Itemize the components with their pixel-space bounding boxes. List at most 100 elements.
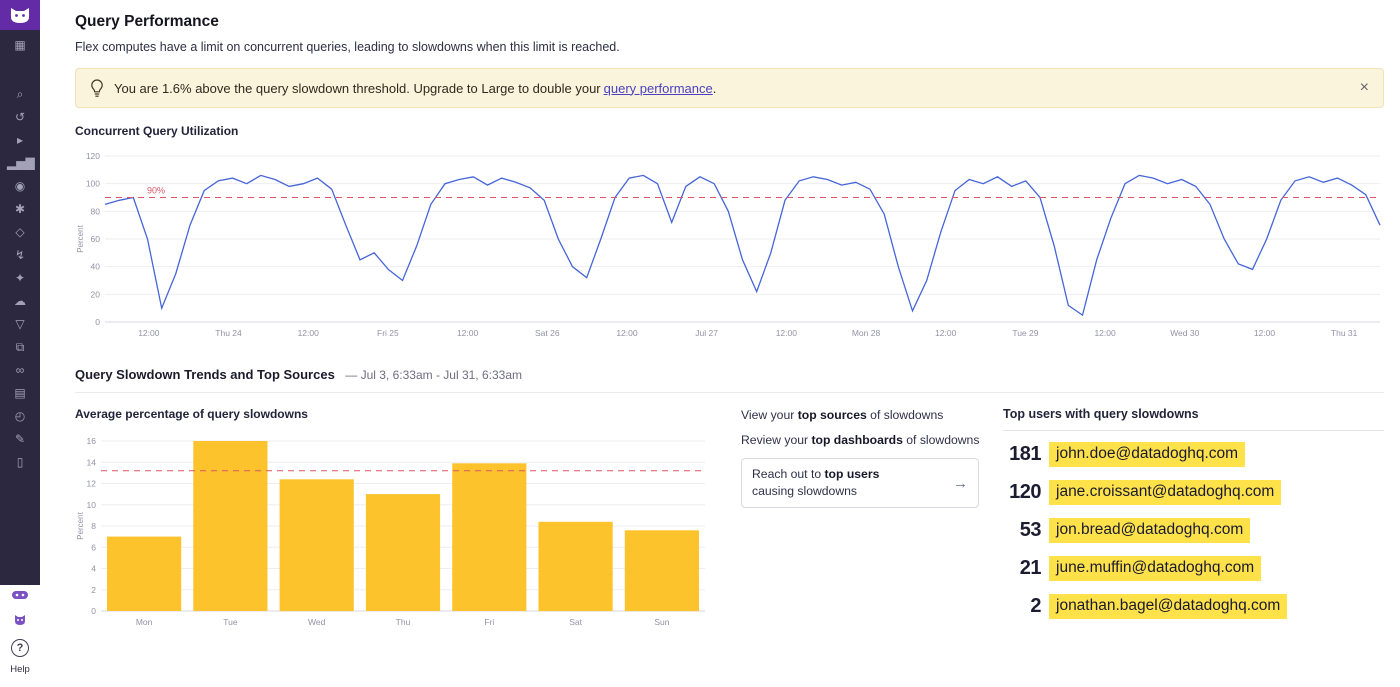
- svg-text:2: 2: [91, 585, 96, 595]
- sidebar-footer: ? Help: [0, 585, 40, 687]
- concurrent-utilization-chart[interactable]: 0 20 40 60 80 100 120 12:00 Thu 24 12:00 Fri 25 12:…: [75, 144, 1384, 342]
- svg-text:12:00: 12:00: [935, 328, 957, 338]
- page-title: Query Performance: [75, 13, 219, 30]
- trends-row: Average percentage of query slowdowns 0 2…: [75, 407, 1384, 631]
- datadog-logo[interactable]: [0, 0, 40, 30]
- slowdown-count: 181: [1009, 443, 1041, 465]
- user-email[interactable]: jon.bread@datadoghq.com: [1049, 518, 1251, 543]
- svg-text:14: 14: [87, 457, 97, 467]
- databases-icon[interactable]: ▤: [14, 386, 26, 400]
- top-users-panel: Top users with query slowdowns 181 john.…: [1003, 407, 1384, 631]
- help-label: Help: [10, 664, 30, 675]
- search-icon[interactable]: ⌕: [16, 87, 24, 101]
- reach-top-users-text: Reach out to top users causing slowdowns: [752, 466, 912, 500]
- metrics-icon[interactable]: ▂▅▇: [7, 156, 35, 170]
- slowdown-count: 120: [1009, 481, 1041, 503]
- svg-text:10: 10: [87, 500, 97, 510]
- svg-text:Thu: Thu: [396, 617, 411, 627]
- svg-text:Tue: Tue: [223, 617, 238, 627]
- bits-dog-icon[interactable]: [12, 613, 28, 632]
- user-email[interactable]: june.muffin@datadoghq.com: [1049, 556, 1262, 581]
- avg-slowdowns-title: Average percentage of query slowdowns: [75, 407, 308, 421]
- user-email[interactable]: jonathan.bagel@datadoghq.com: [1049, 594, 1288, 619]
- concurrent-utilization-title: Concurrent Query Utilization: [75, 124, 239, 138]
- svg-text:12:00: 12:00: [776, 328, 798, 338]
- monitors-icon[interactable]: ◴: [14, 409, 26, 423]
- banner-text: You are 1.6% above the query slowdown th…: [114, 81, 716, 96]
- rum-icon[interactable]: ▯: [16, 455, 24, 469]
- svg-text:16: 16: [87, 436, 97, 446]
- action-suffix: of slowdowns: [906, 433, 980, 447]
- svg-text:100: 100: [86, 179, 100, 189]
- svg-text:Fri: Fri: [484, 617, 494, 627]
- slowdown-count: 21: [1019, 557, 1042, 579]
- svg-text:40: 40: [91, 262, 101, 272]
- page-subtitle: Flex computes have a limit on concurrent…: [75, 40, 620, 54]
- svg-text:Tue 29: Tue 29: [1012, 328, 1038, 338]
- avg-slowdowns-panel: Average percentage of query slowdowns 0 2…: [75, 407, 715, 631]
- svg-text:Wed 30: Wed 30: [1170, 328, 1199, 338]
- trends-date-range: — Jul 3, 6:33am - Jul 31, 6:33am: [345, 368, 523, 382]
- action-prefix: View your: [741, 408, 795, 422]
- svg-text:12:00: 12:00: [616, 328, 638, 338]
- actions-panel: View your top sources of slowdowns Revie…: [741, 407, 979, 631]
- svg-text:12:00: 12:00: [1094, 328, 1116, 338]
- svg-text:Sun: Sun: [654, 617, 669, 627]
- svg-text:6: 6: [91, 542, 96, 552]
- svg-text:120: 120: [86, 151, 100, 161]
- svg-text:80: 80: [91, 206, 101, 216]
- svg-text:Mon 28: Mon 28: [852, 328, 881, 338]
- action-suffix: of slowdowns: [870, 408, 944, 422]
- infrastructure-icon[interactable]: ☁: [14, 294, 26, 308]
- banner-message: You are 1.6% above the query slowdown th…: [114, 80, 601, 96]
- action-prefix: Review your: [741, 433, 809, 447]
- watchdog-icon[interactable]: ◉: [14, 179, 26, 193]
- view-top-sources-link[interactable]: View your top sources of slowdowns: [741, 408, 979, 422]
- ci-pipeline-icon[interactable]: ▸: [16, 133, 24, 147]
- reach-top-users-card[interactable]: Reach out to top users causing slowdowns…: [741, 458, 979, 509]
- action-strong: top users: [824, 467, 880, 481]
- notebooks-icon[interactable]: ✎: [14, 432, 26, 446]
- workflows-icon[interactable]: ⧉: [15, 340, 25, 354]
- svg-text:60: 60: [91, 234, 101, 244]
- trends-title: Query Slowdown Trends and Top Sources: [75, 367, 335, 382]
- svg-text:Wed: Wed: [308, 617, 326, 627]
- user-email[interactable]: jane.croissant@datadoghq.com: [1049, 480, 1282, 505]
- avg-slowdowns-chart[interactable]: 0 2 4 6 8 10 12 14 16 Mon Tue Wed Thu Fri Sat Sun Percen…: [75, 431, 713, 631]
- top-user-row: 181 john.doe@datadoghq.com: [1003, 440, 1384, 469]
- history-icon[interactable]: ↺: [14, 110, 26, 124]
- help-icon[interactable]: ?: [11, 639, 29, 657]
- svg-text:0: 0: [95, 317, 100, 327]
- events-icon[interactable]: ↯: [14, 248, 26, 262]
- svg-text:12: 12: [87, 479, 97, 489]
- top-user-row: 53 jon.bread@datadoghq.com: [1003, 516, 1384, 545]
- integrations-icon[interactable]: ◇: [15, 225, 25, 239]
- svg-text:20: 20: [91, 289, 101, 299]
- action-strong: top dashboards: [811, 433, 903, 447]
- apps-grid-icon[interactable]: ▦: [14, 38, 26, 52]
- datadog-dog-icon: [11, 8, 29, 23]
- slowdown-count: 2: [1030, 595, 1041, 617]
- query-performance-link[interactable]: query performance: [603, 80, 713, 96]
- review-top-dashboards-link[interactable]: Review your top dashboards of slowdowns: [741, 433, 979, 447]
- apm-icon[interactable]: ✦: [14, 271, 26, 285]
- svg-text:8: 8: [91, 521, 96, 531]
- service-catalog-icon[interactable]: ✱: [14, 202, 26, 216]
- svg-text:Sat: Sat: [569, 617, 582, 627]
- banner-suffix: .: [712, 80, 717, 96]
- sidebar-nav: ⌕ ↺ ▸ ▂▅▇ ◉ ✱ ◇ ↯ ✦ ☁ ▽ ⧉ ∞ ▤ ◴ ✎ ▯: [7, 87, 35, 470]
- game-controller-icon[interactable]: [12, 588, 28, 606]
- close-icon[interactable]: ×: [1359, 79, 1369, 96]
- logs-icon[interactable]: ▽: [15, 317, 25, 331]
- svg-text:0: 0: [91, 606, 96, 616]
- lightbulb-icon: [90, 79, 104, 97]
- user-email[interactable]: john.doe@datadoghq.com: [1049, 442, 1246, 467]
- synthetics-icon[interactable]: ∞: [15, 363, 25, 377]
- top-users-title: Top users with query slowdowns: [1003, 407, 1384, 431]
- svg-text:Mon: Mon: [136, 617, 153, 627]
- svg-text:Thu 31: Thu 31: [1331, 328, 1358, 338]
- sidebar: ▦ ⌕ ↺ ▸ ▂▅▇ ◉ ✱ ◇ ↯ ✦ ☁ ▽ ⧉ ∞ ▤ ◴ ✎ ▯: [0, 0, 40, 687]
- svg-text:Sat 26: Sat 26: [535, 328, 560, 338]
- arrow-right-icon: →: [953, 474, 968, 492]
- top-user-row: 21 june.muffin@datadoghq.com: [1003, 554, 1384, 583]
